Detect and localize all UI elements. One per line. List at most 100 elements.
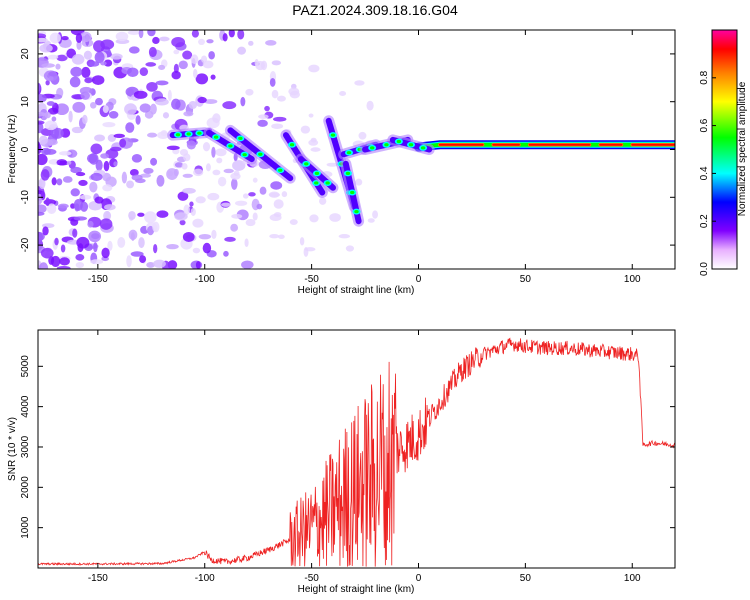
snr-x-tick-label: 0	[416, 573, 422, 584]
spectrogram-noise-blob	[223, 168, 234, 174]
spectrogram-noise-blob	[87, 220, 94, 228]
spectrogram-noise-blob	[255, 60, 266, 71]
spectrogram-noise-blob	[310, 147, 321, 152]
spectrogram-noise-blob	[75, 261, 85, 269]
spectrogram-noise-blob	[103, 160, 110, 172]
ridge-hotspot-green	[242, 153, 247, 157]
spectrogram-noise-blob	[248, 192, 256, 197]
spectrogram-noise-blob	[216, 157, 223, 164]
spectrogram-noise-blob	[245, 219, 256, 227]
spectrogram-noise-blob	[189, 201, 194, 207]
colorbar-tick-label: 0.0	[699, 262, 710, 276]
spectrogram-noise-blob	[329, 213, 341, 222]
spectrogram-noise-blob	[195, 73, 209, 85]
spectrogram-noise-blob	[198, 233, 212, 240]
spectrogram-noise-blob	[55, 103, 69, 116]
spectrogram-noise-blob	[38, 153, 48, 166]
spectrogram-noise-blob	[233, 170, 240, 176]
spectrogram-noise-blob	[38, 94, 47, 103]
spectrogram-noise-blob	[242, 193, 249, 199]
spectrogram-noise-blob	[248, 40, 254, 46]
spectrogram-noise-blob	[101, 247, 110, 259]
spectrogram-noise-blob	[54, 237, 59, 246]
spectrogram-noise-blob	[155, 80, 169, 86]
ridge-hotspot-green	[314, 171, 320, 175]
spectrogram-noise-blob	[138, 237, 145, 249]
spectrogram-noise-blob	[84, 77, 93, 84]
spectrogram-x-tick-label: 0	[416, 274, 422, 285]
colorbar: 0.0 0.2 0.4 0.6 0.8 Normalized spectral ampl…	[699, 29, 748, 276]
snr-series-line	[38, 337, 675, 567]
spectrogram-noise-blob	[182, 173, 193, 178]
spectrogram-noise-blob	[90, 259, 104, 265]
spectrogram-noise-blob	[72, 228, 78, 238]
spectrogram-noise-blob	[193, 68, 198, 79]
ridge-hotspot-green	[354, 210, 359, 214]
spectrogram-noise-blob	[38, 177, 46, 190]
spectrogram-noise-blob	[326, 162, 339, 167]
spectrogram-noise-blob	[57, 203, 69, 209]
spectrogram-noise-blob	[237, 30, 245, 40]
spectrogram-noise-blob	[139, 103, 151, 113]
spectrogram-noise-blob	[256, 203, 263, 210]
spectrogram-noise-blob	[240, 96, 246, 107]
spectrogram-noise-blob	[174, 162, 184, 168]
spectrogram-noise-blob	[244, 238, 249, 248]
spectrogram-noise-blob	[135, 115, 141, 125]
spectrogram-noise-blob	[224, 236, 236, 242]
ridge-hotspot-green	[396, 139, 402, 144]
spectrogram-noise-blob	[40, 169, 50, 181]
spectrogram-y-tick-label: 20	[20, 48, 31, 60]
colorbar-label: Normalized spectral amplitude	[737, 81, 748, 216]
spectrogram-noise-blob	[102, 105, 109, 113]
spectrogram-noise-blob	[144, 211, 157, 224]
spectrogram-noise-blob	[258, 114, 269, 119]
spectrogram-noise-blob	[173, 63, 179, 74]
spectrogram-noise-blob	[94, 134, 106, 142]
ridge-hotspot-green	[330, 133, 336, 137]
spectrogram-noise-blob	[147, 132, 158, 138]
spectrogram-noise-blob	[103, 59, 113, 67]
spectrogram-noise-blob	[273, 199, 284, 209]
spectrogram-noise-blob	[182, 231, 195, 242]
colorbar-tick-label: 0.8	[699, 70, 710, 84]
spectrogram-noise-blob	[68, 110, 73, 123]
spectrogram-noise-blob	[91, 75, 105, 85]
spectrogram-noise-blob	[94, 51, 105, 64]
ridge-hotspot-green	[384, 143, 389, 147]
spectrogram-noise-blob	[183, 204, 190, 216]
snr-y-tick-label: 1000	[20, 516, 31, 539]
spectrogram-noise-blob	[150, 157, 158, 166]
ridge-hotspot-green	[289, 143, 295, 147]
ridge-hotspot-green	[346, 151, 352, 155]
spectrogram-noise-blob	[66, 160, 72, 165]
spectrogram-noise-blob	[277, 95, 286, 102]
spectrogram-noise-blob	[138, 30, 144, 39]
spectrogram-y-tick-label: -10	[20, 190, 31, 205]
spectrogram-noise-blob	[56, 54, 68, 62]
ridge-hotspot-green	[228, 144, 233, 148]
spectrogram-noise-blob	[188, 100, 198, 110]
spectrogram-noise-blob	[259, 186, 267, 195]
spectrogram-noise-blob	[108, 110, 119, 119]
spectrogram-noise-blob	[89, 181, 98, 193]
spectrogram-noise-blob	[270, 181, 283, 190]
snr-panel: -150 -100 -50 0 50 100 1000 2000 3000 4000 5000 H…	[7, 329, 676, 595]
spectrogram-noise-blob	[126, 180, 135, 189]
spectrogram-noise-blob	[195, 261, 201, 269]
spectrogram-noise-blob	[99, 218, 113, 230]
snr-frame	[37, 329, 676, 569]
colorbar-tick-label: 0.6	[699, 118, 710, 132]
spectrogram-x-tick-label: 100	[624, 274, 641, 285]
spectrogram-y-ticks: -20 -10 0 10 20	[20, 48, 675, 252]
spectrogram-noise-blob	[83, 50, 93, 60]
spectrogram-noise-blob	[190, 207, 196, 216]
ridge-hotspot-green	[186, 132, 191, 136]
spectrogram-noise-blob	[207, 192, 220, 201]
spectrogram-noise-blob	[232, 160, 246, 171]
ridge-hotspot-green	[238, 136, 243, 140]
spectrogram-noise-blob	[128, 46, 140, 54]
ridge-hotspot-green	[369, 146, 375, 150]
spectrogram-noise-blob	[309, 214, 319, 223]
spectrogram-noise-blob	[133, 90, 148, 99]
